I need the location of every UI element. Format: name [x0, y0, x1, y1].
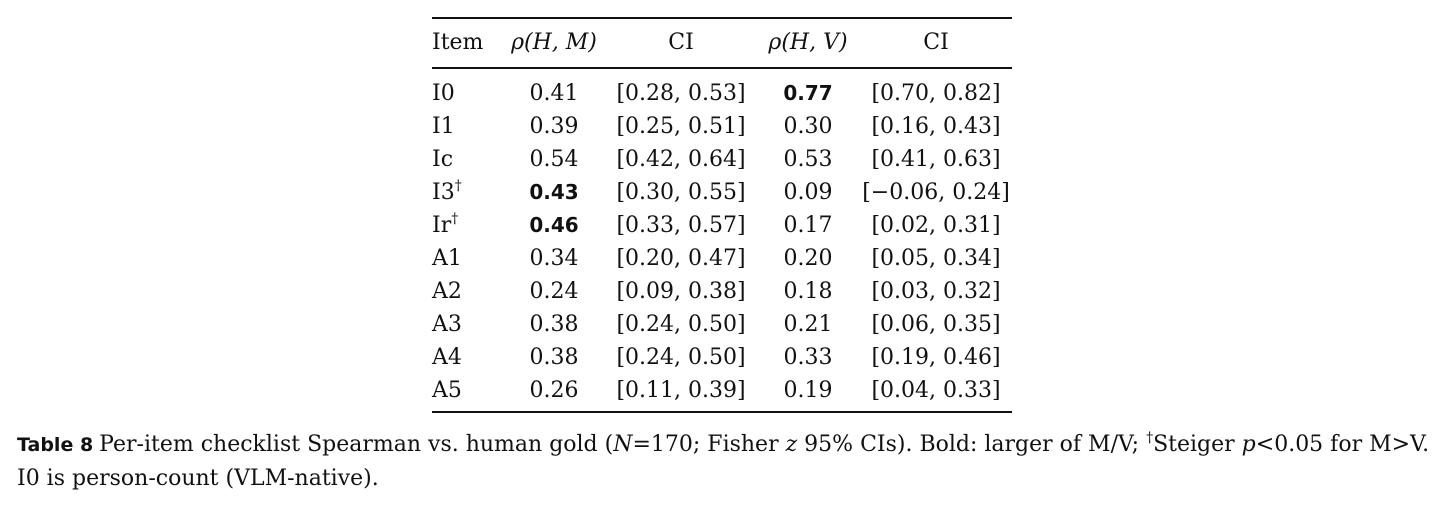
header-item: Item: [432, 30, 484, 55]
cell-rho-hv: 0.19: [783, 377, 833, 403]
cell-ci-m: [0.20, 0.47]: [616, 245, 746, 271]
cell-ci-v: [0.41, 0.63]: [871, 146, 1001, 172]
cell-rho-hm: 0.43: [529, 179, 579, 204]
cell-rho-hv: 0.17: [783, 212, 833, 238]
cell-ci-v: [−0.06, 0.24]: [862, 179, 1010, 205]
cell-ci-m: [0.30, 0.55]: [616, 179, 746, 205]
caption-text-d: Steiger: [1153, 432, 1242, 457]
cell-item: A2: [432, 275, 502, 308]
header-rho-hv: ρ(H, V): [768, 30, 848, 55]
cell-rho-hv: 0.77: [783, 80, 833, 105]
table-row: Ir† 0.46 [0.33, 0.57] 0.17 [0.02, 0.31]: [432, 209, 1012, 242]
table-row: A1 0.34 [0.20, 0.47] 0.20 [0.05, 0.34]: [432, 242, 1012, 275]
table-header-row: Item ρ(H, M) CI ρ(H, V) CI: [432, 19, 1012, 67]
cell-item: A4: [432, 341, 502, 374]
table-row: I1 0.39 [0.25, 0.51] 0.30 [0.16, 0.43]: [432, 110, 1012, 143]
cell-ci-m: [0.25, 0.51]: [616, 113, 746, 139]
table-row: A3 0.38 [0.24, 0.50] 0.21 [0.06, 0.35]: [432, 308, 1012, 341]
caption-text-c: 95% CIs). Bold: larger of M/V;: [797, 432, 1147, 457]
cell-ci-v: [0.19, 0.46]: [871, 344, 1001, 370]
table-row: Ic 0.54 [0.42, 0.64] 0.53 [0.41, 0.63]: [432, 143, 1012, 176]
caption-p-var: p: [1241, 432, 1256, 457]
cell-rho-hv: 0.18: [783, 278, 833, 304]
cell-item-label: I3: [432, 179, 455, 205]
table-top-rule: [432, 17, 1012, 19]
cell-rho-hm: 0.24: [529, 278, 579, 304]
cell-rho-hm: 0.26: [529, 377, 579, 403]
cell-ci-m: [0.24, 0.50]: [616, 344, 746, 370]
table-body: I0 0.41 [0.28, 0.53] 0.77 [0.70, 0.82] I1 0.39…: [432, 77, 1012, 407]
caption-text-b: =170; Fisher: [632, 432, 786, 457]
cell-rho-hm: 0.38: [529, 344, 579, 370]
cell-item: I1: [432, 110, 502, 143]
cell-ci-m: [0.11, 0.39]: [616, 377, 746, 403]
caption-text-a: Per-item checklist Spearman vs. human go…: [99, 432, 614, 457]
cell-item: A1: [432, 242, 502, 275]
cell-item-label: A2: [432, 278, 462, 304]
cell-ci-m: [0.33, 0.57]: [616, 212, 746, 238]
cell-rho-hv: 0.53: [783, 146, 833, 172]
cell-item-label: A3: [432, 311, 462, 337]
caption-dagger: †: [1146, 430, 1154, 446]
cell-rho-hv: 0.09: [783, 179, 833, 205]
cell-item: A5: [432, 374, 502, 407]
caption-n-var: N: [613, 432, 633, 457]
table-row: I0 0.41 [0.28, 0.53] 0.77 [0.70, 0.82]: [432, 77, 1012, 110]
header-rho-hm: ρ(H, M): [511, 30, 597, 55]
cell-ci-v: [0.03, 0.32]: [871, 278, 1001, 304]
cell-item-dagger: †: [451, 210, 459, 227]
cell-rho-hv: 0.20: [783, 245, 833, 271]
table-row: I3† 0.43 [0.30, 0.55] 0.09 [−0.06, 0.24]: [432, 176, 1012, 209]
cell-ci-m: [0.28, 0.53]: [616, 80, 746, 106]
table-row: A5 0.26 [0.11, 0.39] 0.19 [0.04, 0.33]: [432, 374, 1012, 407]
cell-rho-hm: 0.54: [529, 146, 579, 172]
table-row: A2 0.24 [0.09, 0.38] 0.18 [0.03, 0.32]: [432, 275, 1012, 308]
caption-label: Table 8: [17, 434, 94, 456]
cell-item-label: Ic: [432, 146, 454, 172]
cell-item: I3†: [432, 176, 502, 209]
caption-z-var: z: [785, 432, 798, 457]
cell-ci-m: [0.24, 0.50]: [616, 311, 746, 337]
cell-rho-hm: 0.38: [529, 311, 579, 337]
cell-item-label: I1: [432, 113, 455, 139]
results-table: Item ρ(H, M) CI ρ(H, V) CI I0 0.41 [0.28, …: [432, 17, 1012, 413]
cell-rho-hv: 0.33: [783, 344, 833, 370]
table-row: A4 0.38 [0.24, 0.50] 0.33 [0.19, 0.46]: [432, 341, 1012, 374]
cell-ci-v: [0.06, 0.35]: [871, 311, 1001, 337]
header-ci-v: CI: [923, 30, 949, 55]
cell-item-label: A4: [432, 344, 462, 370]
cell-item-label: A5: [432, 377, 462, 403]
cell-item-label: I0: [432, 80, 455, 106]
cell-rho-hm: 0.34: [529, 245, 579, 271]
cell-item: Ic: [432, 143, 502, 176]
cell-item: A3: [432, 308, 502, 341]
cell-item-label: A1: [432, 245, 462, 271]
cell-item: Ir†: [432, 209, 502, 242]
cell-rho-hv: 0.30: [783, 113, 833, 139]
cell-ci-v: [0.02, 0.31]: [871, 212, 1001, 238]
table-bottom-rule: [432, 410, 1012, 413]
cell-item-dagger: †: [454, 177, 462, 194]
cell-rho-hm: 0.39: [529, 113, 579, 139]
cell-item: I0: [432, 77, 502, 110]
cell-ci-v: [0.05, 0.34]: [871, 245, 1001, 271]
cell-ci-v: [0.16, 0.43]: [871, 113, 1001, 139]
cell-rho-hm: 0.46: [529, 212, 579, 237]
caption-text-e: <0.05 for M>V. I0 is person-count (VLM-n…: [17, 432, 1430, 491]
cell-ci-v: [0.04, 0.33]: [871, 377, 1001, 403]
cell-ci-m: [0.09, 0.38]: [616, 278, 746, 304]
cell-item-label: Ir: [432, 212, 452, 238]
table-caption: Table 8 Per-item checklist Spearman vs. h…: [17, 428, 1432, 496]
table-mid-rule: [432, 67, 1012, 69]
cell-rho-hv: 0.21: [783, 311, 833, 337]
cell-rho-hm: 0.41: [529, 80, 579, 106]
header-ci-m: CI: [668, 30, 694, 55]
cell-ci-v: [0.70, 0.82]: [871, 80, 1001, 106]
cell-ci-m: [0.42, 0.64]: [616, 146, 746, 172]
